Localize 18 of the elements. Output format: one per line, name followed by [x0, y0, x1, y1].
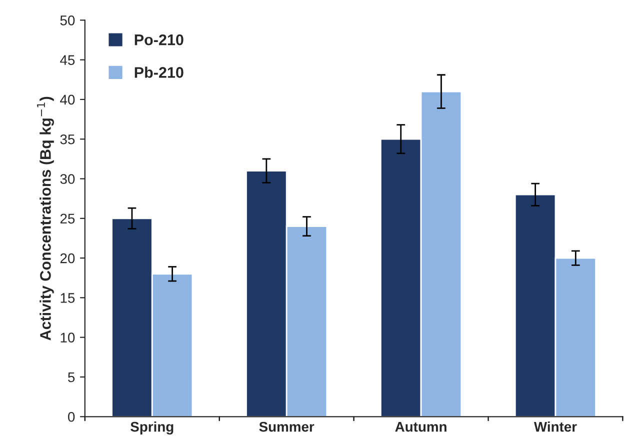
x-tick-label: Autumn — [395, 422, 446, 432]
legend-label: Po-210 — [134, 34, 184, 46]
y-tick-label: 25 — [60, 214, 75, 224]
y-tick-label: 15 — [60, 293, 75, 303]
y-tick-label: 50 — [60, 15, 75, 26]
x-tick-label: Summer — [259, 422, 314, 432]
y-tick-label: 35 — [60, 134, 75, 144]
y-tick-label: 45 — [60, 55, 75, 65]
legend-label: Pb-210 — [134, 66, 184, 78]
y-axis-title: Activity Concentrations (Bq kg$^{−1}$) — [37, 96, 54, 340]
y-tick-label: 10 — [60, 332, 75, 343]
y-tick-label: 30 — [60, 174, 75, 184]
y-tick-label: 20 — [60, 253, 75, 264]
x-tick-label: Spring — [130, 422, 174, 435]
y-tick-label: 5 — [68, 372, 75, 382]
y-tick-label: 40 — [60, 94, 75, 105]
x-tick-label: Winter — [534, 422, 577, 432]
y-tick-label: 0 — [68, 412, 75, 422]
